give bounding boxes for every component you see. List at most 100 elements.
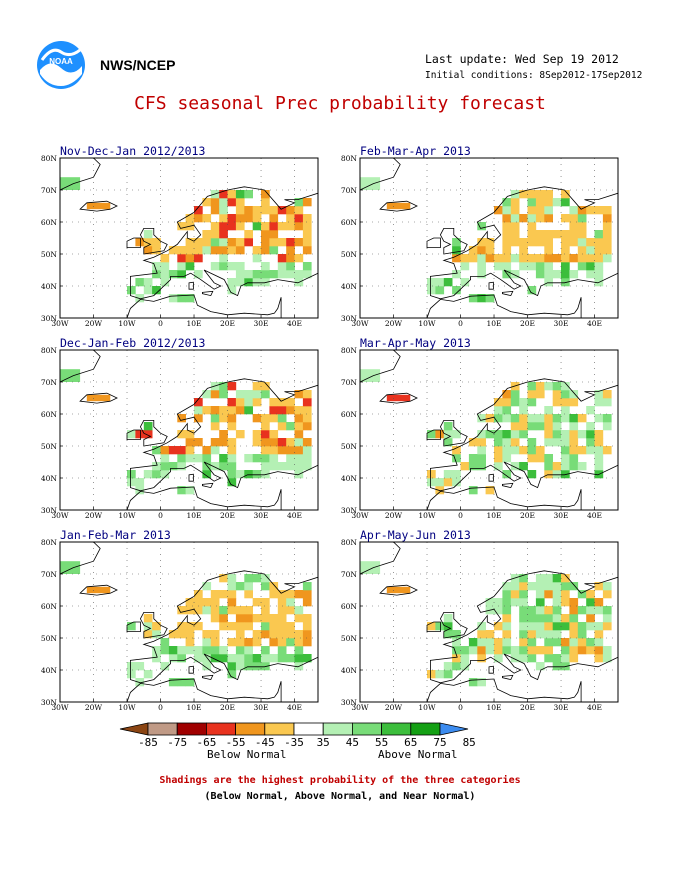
last-update-text: Last update: Wed Sep 19 2012 (425, 52, 619, 66)
map-frame (59, 157, 319, 319)
grid-lines (360, 350, 618, 510)
greenland-shading (60, 177, 81, 190)
lat-tick-label: 40N (341, 282, 358, 291)
lat-tick-label: 30N (41, 698, 58, 707)
grid-lines (360, 158, 618, 318)
lon-tick-label: 10E (487, 511, 502, 520)
lat-tick-label: 30N (341, 506, 358, 515)
lon-tick-label: 40E (287, 703, 302, 712)
map-frame (359, 541, 619, 703)
map-panel-2: 30W 20W 10W 0 10E 20E 30E 40E 30N 40N 50N 60N 70N 80N (341, 154, 619, 328)
lon-tick-label: 10W (418, 511, 436, 520)
lon-tick-label: 40E (587, 511, 602, 520)
legend-label: 85 (463, 736, 476, 749)
legend-swatch (381, 722, 412, 736)
lon-tick-label: 10E (187, 511, 202, 520)
lon-tick-label: 30E (254, 511, 269, 520)
panel-title-6: Apr-May-Jun 2013 (360, 528, 471, 542)
lat-tick-label: 50N (41, 250, 58, 259)
lon-tick-label: 10W (118, 511, 136, 520)
lat-tick-label: 40N (341, 666, 358, 675)
iceland-shading (86, 586, 111, 594)
map-panel-4: 30W 20W 10W 0 10E 20E 30E 40E 30N 40N 50N 60N 70N 80N (341, 346, 619, 520)
lat-tick-label: 30N (41, 506, 58, 515)
lon-tick-label: 30W (51, 511, 69, 520)
lon-tick-label: 30E (254, 703, 269, 712)
lat-tick-label: 50N (341, 634, 358, 643)
greenland-shading (60, 369, 81, 382)
legend-swatch (264, 722, 295, 736)
lat-tick-label: 60N (41, 410, 58, 419)
grid-lines (60, 350, 318, 510)
lon-tick-label: 0 (158, 319, 163, 328)
map-frame (359, 157, 619, 319)
lon-tick-label: 10E (187, 319, 202, 328)
map-panel-3: 30W 20W 10W 0 10E 20E 30E 40E 30N 40N 50N 60N 70N 80N (41, 346, 319, 520)
probability-shading (127, 574, 312, 687)
lat-tick-label: 80N (41, 154, 58, 163)
grid-lines (60, 542, 318, 702)
lat-tick-label: 60N (41, 218, 58, 227)
iceland-shading (86, 202, 111, 210)
legend-label: -65 (196, 736, 216, 749)
lon-tick-label: 10E (487, 319, 502, 328)
lat-tick-label: 60N (341, 410, 358, 419)
iceland-shading (386, 586, 411, 594)
lat-tick-label: 30N (41, 314, 58, 323)
lon-tick-label: 10W (118, 319, 136, 328)
legend-label: 75 (433, 736, 446, 749)
iceland-shading (386, 202, 411, 210)
lon-tick-label: 30E (554, 511, 569, 520)
greenland-shading (360, 177, 381, 190)
lat-tick-label: 70N (41, 378, 58, 387)
probability-shading (127, 190, 312, 303)
panel-title-4: Mar-Apr-May 2013 (360, 336, 471, 350)
legend-swatch (176, 722, 207, 736)
svg-text:NOAA: NOAA (49, 57, 73, 66)
lon-tick-label: 10W (118, 703, 136, 712)
lat-tick-label: 50N (41, 634, 58, 643)
greenland-shading (360, 369, 381, 382)
probability-shading (127, 382, 312, 495)
legend-swatch (410, 722, 441, 736)
lat-tick-label: 50N (41, 442, 58, 451)
lon-tick-label: 20E (220, 319, 235, 328)
map-panel-1: 30W 20W 10W 0 10E 20E 30E 40E 30N 40N 50N 60N 70N 80N (41, 154, 319, 328)
map-frame (59, 541, 319, 703)
legend-label: -75 (167, 736, 187, 749)
legend-label: -45 (255, 736, 275, 749)
panel-title-1: Nov-Dec-Jan 2012/2013 (60, 144, 206, 158)
page-title: CFS seasonal Prec probability forecast (134, 93, 546, 114)
legend-swatch (147, 722, 178, 736)
lon-tick-label: 0 (158, 703, 163, 712)
legend-label: -35 (284, 736, 304, 749)
lon-tick-label: 20W (385, 511, 403, 520)
lat-tick-label: 40N (41, 474, 58, 483)
lon-tick-label: 30W (351, 511, 369, 520)
lon-tick-label: 40E (587, 319, 602, 328)
lat-tick-label: 70N (41, 186, 58, 195)
lon-tick-label: 0 (458, 511, 463, 520)
lon-tick-label: 10E (187, 703, 202, 712)
lon-tick-label: 40E (287, 319, 302, 328)
lon-tick-label: 30E (554, 703, 569, 712)
lat-tick-label: 80N (341, 538, 358, 547)
below-normal-label: Below Normal (207, 748, 287, 761)
lat-tick-label: 40N (341, 474, 358, 483)
shading-note: Shadings are the highest probability of … (159, 775, 521, 786)
lon-tick-label: 0 (458, 703, 463, 712)
lon-tick-label: 20E (520, 511, 535, 520)
grid-lines (60, 158, 318, 318)
lat-tick-label: 60N (341, 602, 358, 611)
lon-tick-label: 40E (287, 511, 302, 520)
lon-tick-label: 10E (487, 703, 502, 712)
lon-tick-label: 20W (385, 319, 403, 328)
lat-tick-label: 40N (41, 666, 58, 675)
lat-tick-label: 60N (341, 218, 358, 227)
lon-tick-label: 20W (85, 511, 103, 520)
lon-tick-label: 30E (554, 319, 569, 328)
lat-tick-label: 80N (41, 346, 58, 355)
lon-tick-label: 20E (520, 319, 535, 328)
lat-tick-label: 70N (341, 186, 358, 195)
